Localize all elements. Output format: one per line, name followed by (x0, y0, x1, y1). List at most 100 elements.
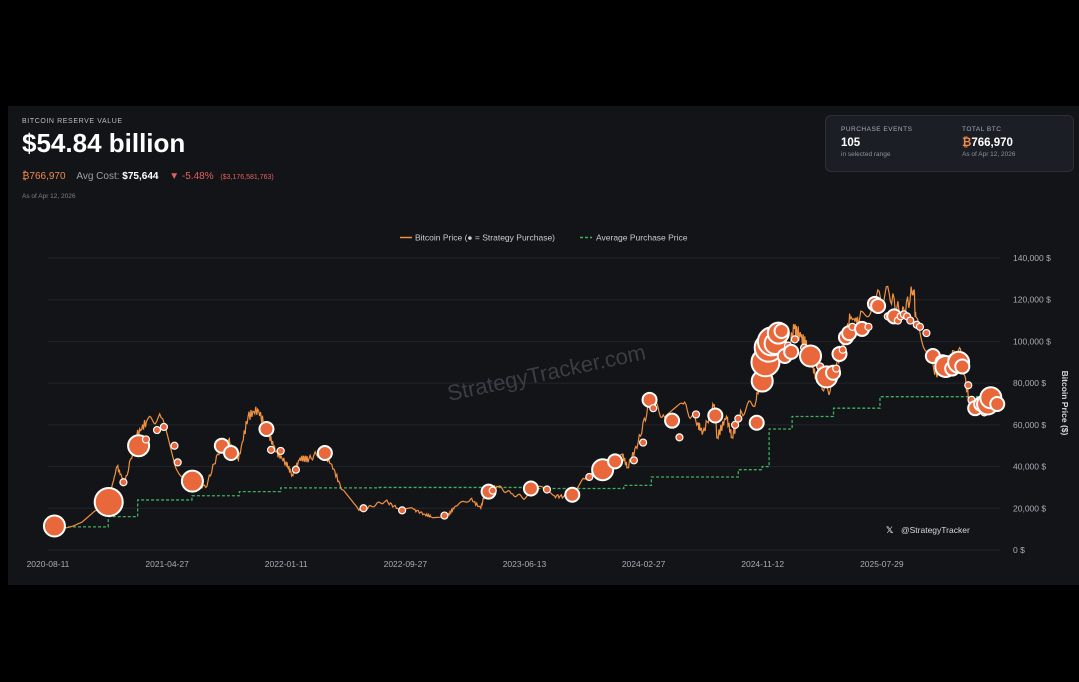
purchase-marker[interactable] (266, 445, 276, 454)
purchase-marker[interactable] (922, 328, 931, 338)
purchase-marker[interactable] (964, 381, 973, 390)
dashboard-panel (8, 106, 1079, 585)
purchase-marker[interactable] (159, 422, 168, 432)
purchase-marker[interactable] (585, 472, 594, 482)
purchase-events-value: 105 (841, 137, 861, 149)
purchase-marker[interactable] (649, 404, 658, 413)
purchase-marker[interactable] (291, 465, 300, 474)
purchase-marker[interactable] (864, 322, 873, 331)
x-tick-label: 2024-02-27 (622, 559, 666, 569)
purchase-marker[interactable] (93, 487, 124, 518)
purchase-marker[interactable] (141, 435, 151, 444)
purchase-marker[interactable] (522, 480, 539, 497)
purchase-marker[interactable] (748, 414, 765, 431)
purchase-marker[interactable] (799, 344, 823, 368)
purchase-marker[interactable] (915, 322, 925, 331)
x-logo-icon: 𝕏 (886, 526, 894, 536)
btc-amount: ₿766,970 (22, 171, 66, 182)
purchase-marker[interactable] (607, 453, 624, 470)
avg-cost-value: $75,644 (122, 171, 159, 182)
stats-card: PURCHASE EVENTS 105 in selected range TO… (825, 115, 1074, 172)
purchase-marker[interactable] (734, 414, 743, 423)
x-tick-label: 2020-08-11 (27, 559, 70, 569)
grid-lines (48, 257, 1000, 551)
change-usd: ($3,176,581,763) (220, 174, 274, 181)
x-tick-label: 2022-09-27 (384, 559, 428, 569)
purchase-marker[interactable] (832, 364, 841, 373)
purchase-marker[interactable] (440, 511, 449, 520)
credit: 𝕏 @StrategyTracker (886, 525, 970, 536)
total-btc-label: TOTAL BTC (962, 126, 1002, 133)
purchase-marker[interactable] (173, 458, 182, 467)
purchase-marker[interactable] (730, 420, 740, 429)
x-axis-ticks: 2020-08-11 2021-04-27 2022-01-11 2022-09-27… (27, 559, 904, 569)
y-axis-ticks: 140,000 $ 120,000 $ 100,000 $ 80,000 $ 60,00… (1013, 253, 1051, 555)
purchase-marker[interactable] (42, 514, 66, 538)
btc-symbol: ₿ (962, 137, 972, 149)
purchase-marker[interactable] (359, 504, 368, 513)
x-tick-label: 2023-06-13 (503, 559, 547, 569)
purchase-marker[interactable] (691, 410, 701, 419)
total-btc-stat: TOTAL BTC ₿766,970 As of Apr 12, 2026 (962, 126, 1015, 158)
y-tick-label: 20,000 $ (1013, 503, 1046, 513)
purchase-marker[interactable] (398, 506, 407, 515)
purchase-marker[interactable] (119, 478, 128, 487)
purchase-marker[interactable] (906, 316, 915, 325)
purchase-events-label: PURCHASE EVENTS (841, 126, 913, 133)
purchase-markers (42, 295, 1006, 538)
y-tick-label: 60,000 $ (1013, 420, 1046, 430)
purchase-marker[interactable] (180, 469, 204, 493)
purchase-marker[interactable] (276, 446, 285, 456)
reserve-value-label: BITCOIN RESERVE VALUE (22, 118, 123, 125)
y-axis-title: Bitcoin Price ($) (1060, 371, 1070, 436)
total-btc-sub: As of Apr 12, 2026 (962, 151, 1016, 158)
y-tick-label: 120,000 $ (1013, 295, 1051, 305)
purchase-events-stat: PURCHASE EVENTS 105 in selected range (841, 126, 912, 158)
purchase-marker[interactable] (989, 396, 1006, 412)
purchase-marker[interactable] (783, 343, 800, 360)
total-btc-number: 766,970 (971, 137, 1013, 149)
purchase-marker[interactable] (629, 456, 639, 465)
change-percent: ▼ -5.48% (169, 171, 214, 182)
as-of-date: As of Apr 12, 2026 (22, 193, 76, 200)
x-tick-label: 2024-11-12 (741, 559, 784, 569)
purchase-marker[interactable] (223, 445, 240, 462)
credit-handle: @StrategyTracker (901, 525, 970, 535)
summary-row: ₿766,970 Avg Cost: $75,644 ▼ -5.48% ($3,… (22, 171, 274, 182)
avg-price-line (48, 391, 1001, 528)
total-btc-value: ₿766,970 (962, 137, 1015, 149)
purchase-marker[interactable] (675, 433, 684, 442)
purchase-marker[interactable] (954, 358, 971, 375)
purchase-marker[interactable] (170, 441, 179, 450)
purchase-events-sub: in selected range (841, 151, 891, 158)
x-tick-label: 2025-07-29 (860, 559, 904, 569)
purchase-marker[interactable] (258, 421, 275, 438)
x-tick-label: 2022-01-11 (265, 559, 308, 569)
purchase-marker[interactable] (773, 323, 790, 339)
purchase-marker[interactable] (488, 486, 497, 495)
purchase-marker[interactable] (542, 485, 552, 494)
purchase-marker[interactable] (664, 412, 681, 429)
legend-price-label: Bitcoin Price (● = Strategy Purchase) (415, 233, 555, 243)
purchase-marker[interactable] (790, 335, 799, 344)
chart-legend: Bitcoin Price (● = Strategy Purchase) Av… (400, 233, 688, 243)
purchase-marker[interactable] (870, 297, 887, 314)
purchase-marker[interactable] (707, 407, 724, 424)
y-tick-label: 40,000 $ (1013, 462, 1046, 472)
purchase-marker[interactable] (564, 486, 581, 503)
legend-avg-label: Average Purchase Price (596, 233, 688, 243)
y-tick-label: 80,000 $ (1013, 378, 1046, 388)
watermark: StrategyTracker.com (445, 339, 648, 405)
x-tick-label: 2021-04-27 (145, 559, 189, 569)
purchase-marker[interactable] (316, 445, 333, 462)
reserve-value: $54.84 billion (22, 128, 186, 158)
purchase-marker[interactable] (639, 438, 648, 447)
avg-price-series (48, 391, 1001, 528)
y-tick-label: 140,000 $ (1013, 253, 1051, 263)
avg-cost-label: Avg Cost: (76, 171, 120, 182)
purchase-marker[interactable] (152, 425, 162, 435)
y-tick-label: 100,000 $ (1013, 336, 1051, 346)
purchase-marker[interactable] (838, 345, 847, 354)
y-tick-label: 0 $ (1013, 545, 1025, 555)
